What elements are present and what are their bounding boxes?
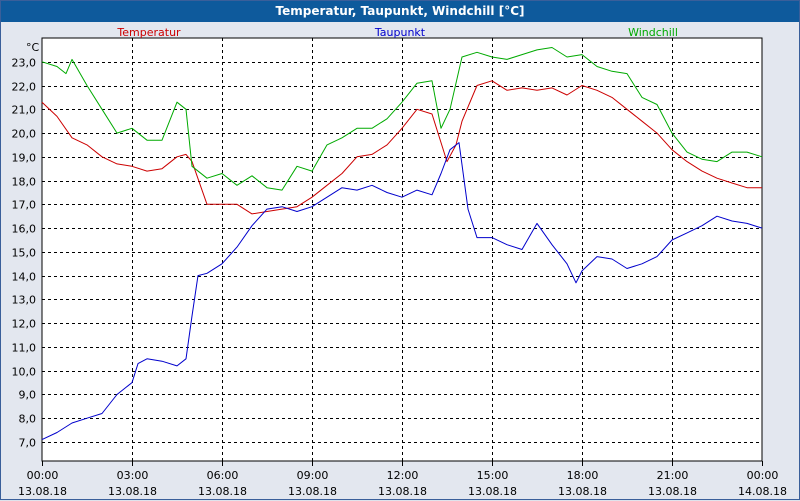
x-tick-date-label: 13.08.18 [18, 485, 67, 498]
y-tick-label: 11,0 [12, 342, 37, 355]
y-tick-label: 9,0 [19, 389, 37, 402]
x-tick-date-label: 13.08.18 [468, 485, 517, 498]
legend-entry-temperatur: Temperatur [116, 26, 181, 39]
x-tick-time-label: 03:00 [117, 469, 149, 482]
y-tick-label: 8,0 [19, 413, 37, 426]
series-line-temperatur [41, 80, 762, 215]
legend-entry-taupunkt: Taupunkt [374, 26, 426, 39]
legend-entry-windchill: Windchill [628, 26, 678, 39]
x-tick-time-label: 15:00 [477, 469, 509, 482]
y-tick-label: 20,0 [12, 128, 37, 141]
y-tick-label: 12,0 [12, 318, 37, 331]
series-line-taupunkt [41, 142, 763, 441]
y-tick-label: 23,0 [12, 57, 37, 70]
x-tick-time-label: 09:00 [297, 469, 329, 482]
y-axis-label: °C [26, 41, 40, 54]
y-tick-label: 21,0 [12, 104, 37, 117]
x-tick-date-label: 14.08.18 [738, 485, 787, 498]
x-tick-date-label: 13.08.18 [198, 485, 247, 498]
x-tick-time-label: 06:00 [207, 469, 239, 482]
x-tick-time-label: 18:00 [567, 469, 599, 482]
y-tick-label: 18,0 [12, 176, 37, 189]
x-tick-date-label: 13.08.18 [288, 485, 337, 498]
y-tick-label: 22,0 [12, 81, 37, 94]
x-tick-time-label: 00:00 [747, 469, 779, 482]
x-tick-date-label: 13.08.18 [648, 485, 697, 498]
chart-title: Temperatur, Taupunkt, Windchill [°C] [1, 1, 799, 22]
x-tick-date-label: 13.08.18 [378, 485, 427, 498]
y-tick-label: 13,0 [12, 294, 37, 307]
y-tick-label: 16,0 [12, 223, 37, 236]
y-tick-label: 14,0 [12, 271, 37, 284]
y-tick-label: 19,0 [12, 152, 37, 165]
x-tick-date-label: 13.08.18 [108, 485, 157, 498]
y-tick-label: 10,0 [12, 366, 37, 379]
y-tick-label: 15,0 [12, 247, 37, 260]
y-tick-label: 17,0 [12, 199, 37, 212]
x-tick-date-label: 13.08.18 [558, 485, 607, 498]
x-tick-time-label: 00:00 [27, 469, 59, 482]
y-tick-label: 7,0 [19, 437, 37, 450]
x-tick-time-label: 21:00 [657, 469, 689, 482]
x-tick-time-label: 12:00 [387, 469, 419, 482]
series-line-windchill [41, 47, 763, 191]
